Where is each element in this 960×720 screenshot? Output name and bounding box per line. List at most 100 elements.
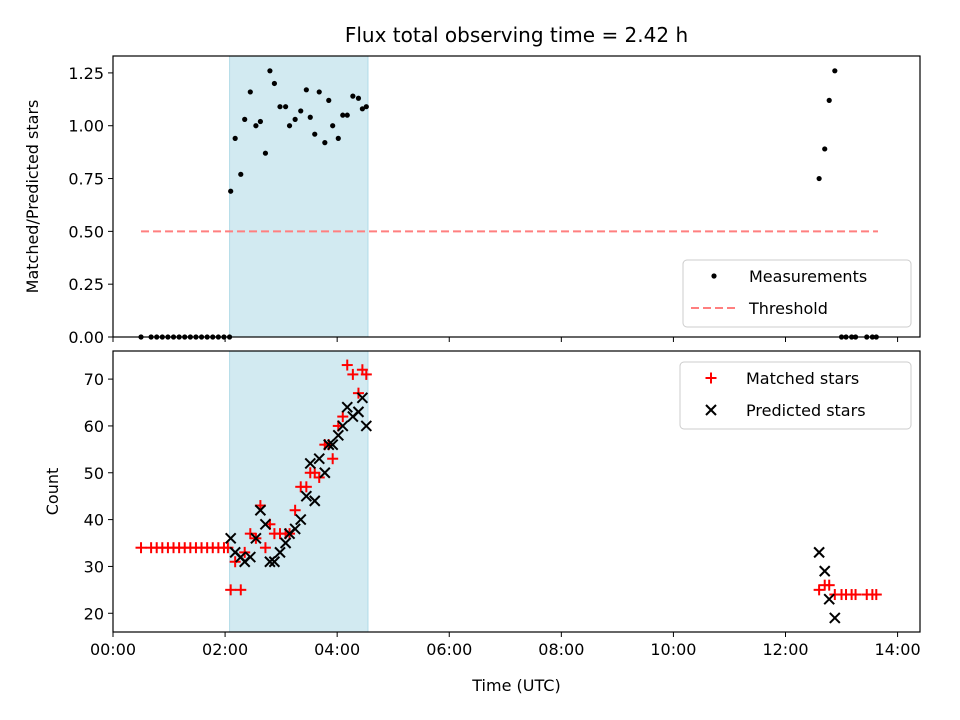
measurement-point xyxy=(350,93,356,99)
y-axis-label: Matched/Predicted stars xyxy=(23,100,42,294)
measurement-point xyxy=(262,150,269,156)
x-b xyxy=(229,546,241,559)
measurement-point xyxy=(277,104,283,110)
predicted-star-point xyxy=(337,420,349,432)
predicted-star-point xyxy=(313,453,325,465)
measurement-point xyxy=(228,188,234,194)
x-b xyxy=(289,523,301,535)
x-b xyxy=(326,438,339,451)
measurement-point xyxy=(253,123,259,129)
measurement-point xyxy=(232,135,238,141)
y-tick-label: 30 xyxy=(84,557,104,576)
measurement-point xyxy=(286,123,293,129)
predicted-star-point xyxy=(304,457,316,470)
predicted-star-point xyxy=(244,551,257,563)
y-tick-label: 60 xyxy=(84,417,104,436)
x-b xyxy=(279,537,292,549)
y-tick-label: 20 xyxy=(84,604,104,623)
x-b xyxy=(819,565,831,577)
predicted-star-point xyxy=(254,504,267,516)
legend-marker-dot xyxy=(711,273,717,279)
y-tick-label: 0.50 xyxy=(68,222,104,241)
x-tick-label: 06:00 xyxy=(426,640,472,659)
predicted-star-point xyxy=(352,406,365,418)
measurement-point xyxy=(822,146,828,152)
y-tick-label: 0.00 xyxy=(68,328,104,347)
measurement-point xyxy=(355,95,362,101)
x-b xyxy=(244,551,257,563)
measurement-point xyxy=(292,116,298,122)
measurement-point xyxy=(335,135,341,141)
x-b xyxy=(356,392,369,404)
x-b xyxy=(332,429,344,442)
predicted-star-point xyxy=(332,429,344,442)
x-b xyxy=(309,495,321,507)
axes-frame xyxy=(112,55,921,338)
predicted-star-point xyxy=(326,438,339,451)
x-b xyxy=(829,612,841,624)
matched-star-point xyxy=(347,368,359,380)
measurement-point xyxy=(283,104,289,110)
chart-title: Flux total observing time = 2.42 h xyxy=(345,23,688,47)
x-tick-label: 10:00 xyxy=(650,640,696,659)
measurement-point xyxy=(816,175,822,182)
x-b xyxy=(295,513,307,526)
measurement-point xyxy=(330,123,336,129)
x-b xyxy=(274,546,286,559)
legend-label: Matched stars xyxy=(746,369,859,388)
predicted-star-point xyxy=(309,495,321,507)
x-b xyxy=(254,504,267,516)
x-tick-label: 02:00 xyxy=(202,640,248,659)
measurement-point xyxy=(271,80,277,87)
measurement-point xyxy=(242,116,248,122)
matched-star-point xyxy=(341,359,353,371)
measurement-point xyxy=(267,68,273,74)
y-tick-label: 1.00 xyxy=(68,117,104,136)
measurement-point xyxy=(257,118,263,125)
x-b xyxy=(300,490,313,502)
legend-box xyxy=(679,361,912,430)
x-b xyxy=(337,420,349,432)
predicted-star-point xyxy=(250,532,262,545)
y-tick-label: 40 xyxy=(84,511,104,530)
matched-star-point xyxy=(259,542,271,554)
x-tick-label: 00:00 xyxy=(90,640,136,659)
y-tick-label: 70 xyxy=(84,370,104,389)
x-b xyxy=(341,401,353,413)
predicted-star-point xyxy=(829,612,841,624)
x-tick-label: 12:00 xyxy=(762,640,808,659)
measurement-point xyxy=(359,106,365,112)
x-tick-label: 08:00 xyxy=(538,640,584,659)
x-b xyxy=(352,406,365,418)
predicted-star-point xyxy=(823,593,835,605)
measurement-point xyxy=(312,131,318,137)
predicted-star-point xyxy=(279,537,292,549)
top-panel: 0.00 0.25 0.50 0.75 1.00 1.25 Flux total obser… xyxy=(23,23,921,347)
matched-star-point xyxy=(289,504,301,516)
x-b xyxy=(264,556,276,568)
predicted-star-point xyxy=(224,532,237,545)
measurement-point xyxy=(340,112,346,118)
y-tick-label: 0.25 xyxy=(68,275,104,294)
measurement-point xyxy=(363,104,369,110)
x-b xyxy=(259,518,272,530)
legend-label: Measurements xyxy=(749,267,867,286)
observing-window-span xyxy=(229,55,369,338)
legend-marker-x-b xyxy=(705,404,717,416)
x-b xyxy=(360,420,373,432)
predicted-star-point xyxy=(300,490,313,502)
matched-star-point xyxy=(235,584,247,596)
legend: Measurements Threshold xyxy=(682,259,912,328)
y-tick-label: 0.75 xyxy=(68,170,104,189)
predicted-star-point xyxy=(268,556,281,568)
measurement-point xyxy=(298,108,304,114)
predicted-star-point xyxy=(319,467,331,479)
measurement-point xyxy=(238,171,244,177)
predicted-star-point xyxy=(819,565,831,577)
matched-star-point xyxy=(337,411,349,423)
measurement-point xyxy=(826,97,832,103)
matched-star-point xyxy=(135,542,147,554)
y-tick-label: 50 xyxy=(84,464,104,483)
